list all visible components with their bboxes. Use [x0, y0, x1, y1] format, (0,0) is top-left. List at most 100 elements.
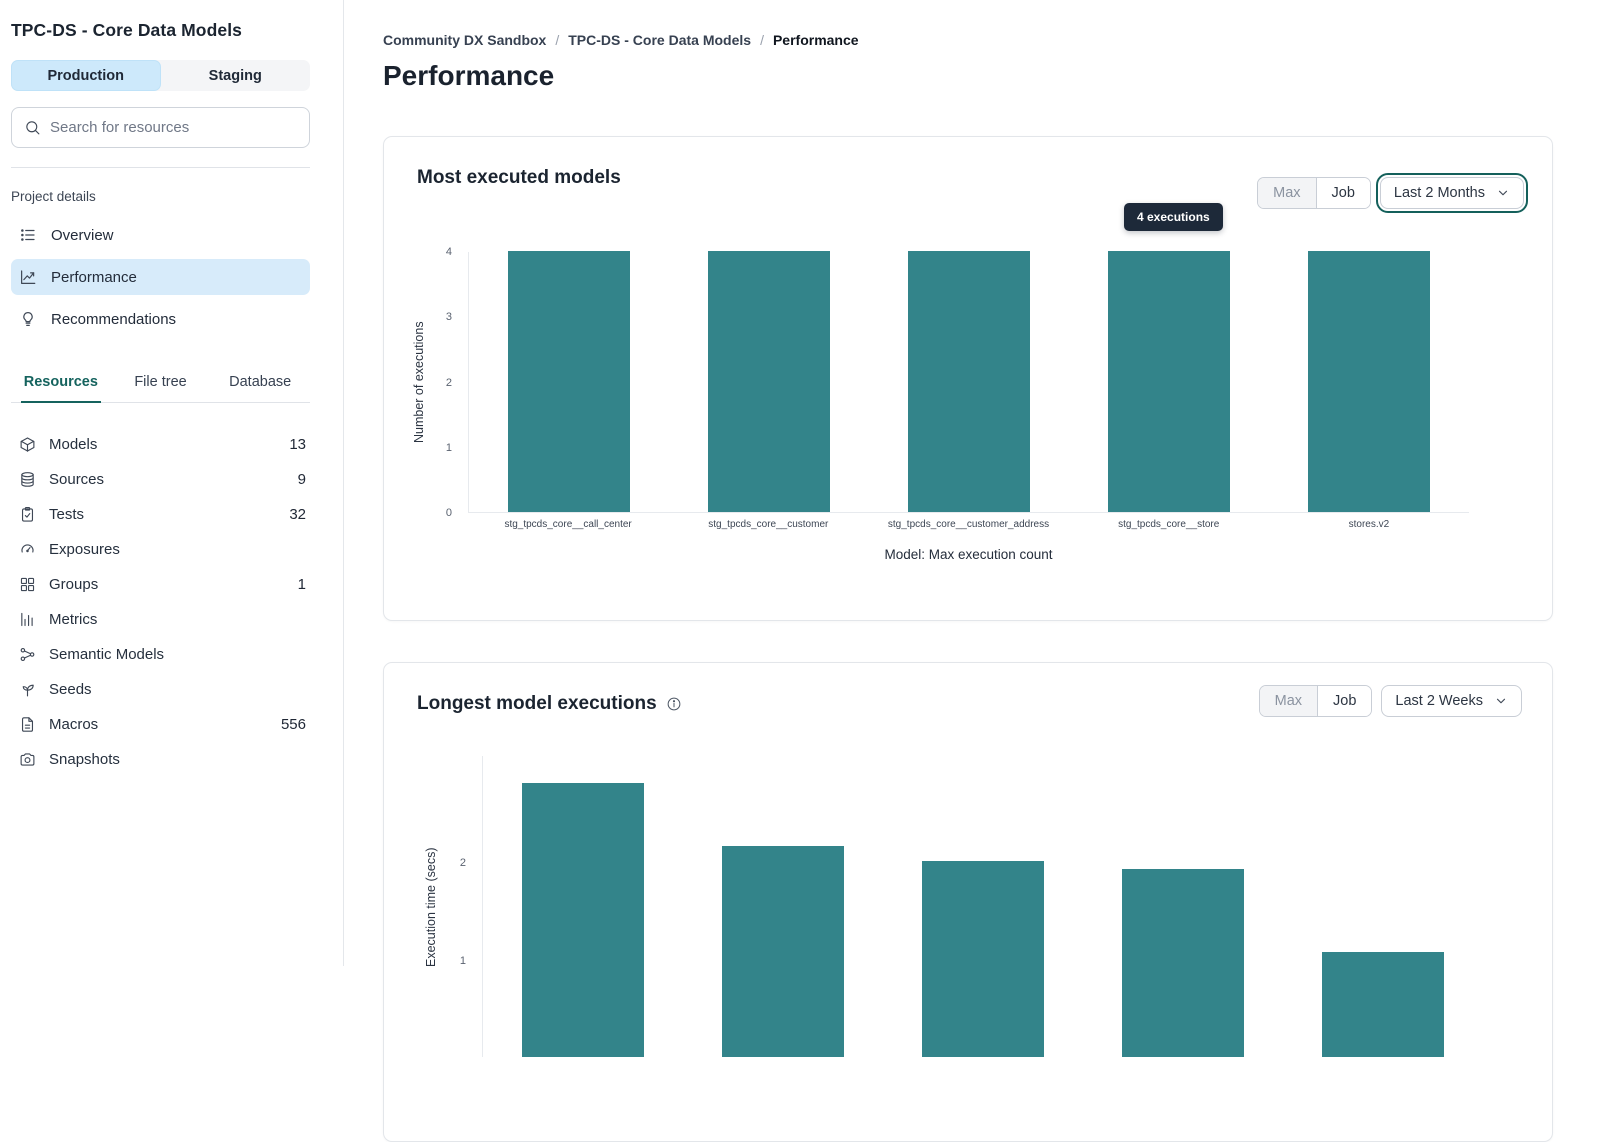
- database-icon: [19, 471, 36, 488]
- sidebar-item-label: Recommendations: [51, 310, 177, 328]
- bar-stg_tpcds_core__store[interactable]: [1108, 251, 1230, 512]
- bar-stores.v2[interactable]: [1308, 251, 1430, 512]
- resource-item-sources[interactable]: Sources 9: [11, 462, 310, 497]
- breadcrumb-item[interactable]: Community DX Sandbox: [383, 32, 547, 48]
- list-icon: [19, 226, 37, 244]
- x-tick-label: stores.v2: [1348, 519, 1390, 530]
- chart-tooltip: 4 executions: [1124, 203, 1223, 231]
- env-staging-button[interactable]: Staging: [161, 60, 311, 91]
- resource-label: Metrics: [49, 611, 98, 628]
- bar-rank-1[interactable]: [522, 783, 644, 1057]
- date-range-select[interactable]: Last 2 Weeks: [1381, 685, 1522, 717]
- resource-item-groups[interactable]: Groups 1: [11, 567, 310, 602]
- resource-item-seeds[interactable]: Seeds: [11, 672, 310, 707]
- environment-toggle: Production Staging: [11, 60, 310, 91]
- sidebar: TPC-DS - Core Data Models Production Stag…: [0, 0, 344, 966]
- resource-label: Groups: [49, 576, 99, 593]
- y-tick: 3: [445, 311, 452, 324]
- resource-item-exposures[interactable]: Exposures: [11, 532, 310, 567]
- tab-file-tree[interactable]: File tree: [134, 374, 187, 390]
- x-axis-labels: stg_tpcds_core__call_center stg_tpcds_cor…: [468, 519, 1469, 530]
- breadcrumb-item: Performance: [772, 32, 859, 48]
- seedling-icon: [19, 681, 36, 698]
- tab-database[interactable]: Database: [229, 374, 292, 390]
- x-tick-label: stg_tpcds_core__call_center: [504, 519, 632, 530]
- breadcrumb-item[interactable]: TPC-DS - Core Data Models: [568, 32, 752, 48]
- gauge-icon: [19, 541, 36, 558]
- date-range-select[interactable]: Last 2 Months: [1375, 173, 1529, 213]
- resource-label: Tests: [49, 506, 85, 523]
- env-production-button[interactable]: Production: [11, 60, 161, 91]
- y-tick: 1: [445, 441, 452, 454]
- sidebar-item-label: Performance: [51, 268, 137, 286]
- resource-label: Exposures: [49, 541, 120, 558]
- sidebar-item-overview[interactable]: Overview: [11, 217, 310, 253]
- resource-item-metrics[interactable]: Metrics: [11, 602, 310, 637]
- bar-rank-2[interactable]: [722, 846, 844, 1057]
- resource-count: 556: [280, 716, 306, 733]
- resource-item-semantic-models[interactable]: Semantic Models: [11, 637, 310, 672]
- tab-resources[interactable]: Resources: [11, 365, 111, 403]
- nodes-icon: [19, 646, 36, 663]
- chevron-down-icon: [1494, 694, 1508, 708]
- longest-model-executions-card: Longest model executions Max Job Last 2 We…: [383, 662, 1553, 1142]
- x-tick-label: stg_tpcds_core__customer: [708, 519, 829, 530]
- resource-label: Models: [49, 436, 98, 453]
- most-executed-models-card: Most executed models Max Job Last 2 Months…: [383, 136, 1553, 621]
- y-axis-ticks: 0 1 2 3 4: [384, 246, 460, 519]
- resource-item-tests[interactable]: Tests 32: [11, 497, 310, 532]
- page-title: Performance: [383, 60, 555, 91]
- max-job-toggle: Max Job: [1258, 685, 1373, 717]
- y-tick: 2: [459, 857, 466, 869]
- breadcrumb-separator: /: [555, 32, 560, 48]
- y-tick: 1: [459, 955, 466, 967]
- resource-item-snapshots[interactable]: Snapshots: [11, 742, 310, 777]
- resource-count: 9: [297, 471, 306, 488]
- toggle-job-button[interactable]: Job: [1316, 178, 1370, 208]
- bar-rank-3[interactable]: [922, 861, 1044, 1057]
- resource-count: 13: [289, 436, 306, 453]
- project-title: TPC-DS - Core Data Models: [11, 20, 242, 40]
- chart-controls: Max Job Last 2 Months: [1257, 173, 1529, 213]
- sidebar-item-performance[interactable]: Performance: [11, 259, 310, 295]
- resource-tabs: Resources File tree Database: [11, 365, 310, 403]
- resource-item-macros[interactable]: Macros 556: [11, 707, 310, 742]
- chart-title: Longest model executions: [417, 693, 657, 714]
- bar-chart-plot: [468, 251, 1469, 513]
- x-tick-label: stg_tpcds_core__customer_address: [887, 519, 1050, 530]
- resource-label: Semantic Models: [49, 646, 165, 663]
- project-details-label: Project details: [11, 189, 96, 204]
- grid-icon: [19, 576, 36, 593]
- toggle-job-button[interactable]: Job: [1318, 686, 1372, 716]
- x-axis-title: Model: Max execution count: [884, 547, 1053, 562]
- resource-count: 32: [289, 506, 306, 523]
- y-tick: 4: [445, 246, 452, 258]
- search-input[interactable]: [50, 119, 297, 136]
- y-tick: 2: [445, 376, 452, 389]
- bar-rank-5[interactable]: [1322, 952, 1444, 1057]
- date-range-value: Last 2 Months: [1393, 185, 1485, 201]
- lightbulb-icon: [19, 310, 37, 328]
- toggle-max-button[interactable]: Max: [1258, 178, 1317, 208]
- breadcrumb: Community DX Sandbox / TPC-DS - Core Data …: [383, 32, 859, 48]
- clipboard-icon: [19, 506, 36, 523]
- resource-label: Snapshots: [49, 751, 120, 768]
- bar-rank-4[interactable]: [1122, 869, 1244, 1057]
- bar-stg_tpcds_core__call_center[interactable]: [508, 251, 630, 512]
- resource-label: Sources: [49, 471, 105, 488]
- sidebar-item-recommendations[interactable]: Recommendations: [11, 301, 310, 337]
- bar-stg_tpcds_core__customer_address[interactable]: [908, 251, 1030, 512]
- search-box[interactable]: [11, 107, 310, 148]
- toggle-max-button[interactable]: Max: [1259, 686, 1319, 716]
- resource-item-models[interactable]: Models 13: [11, 427, 310, 462]
- chart-controls: Max Job Last 2 Weeks: [1258, 685, 1522, 717]
- bar-chart-icon: [19, 611, 36, 628]
- resource-label: Seeds: [49, 681, 92, 698]
- resource-list: Models 13 Sources 9 Tests 32 Exposures Groups 1 M…: [11, 427, 310, 777]
- camera-icon: [19, 751, 36, 768]
- x-tick-label: stg_tpcds_core__store: [1118, 519, 1220, 530]
- resource-count: 1: [297, 576, 306, 593]
- bar-stg_tpcds_core__customer[interactable]: [708, 251, 830, 512]
- info-icon[interactable]: [666, 696, 682, 712]
